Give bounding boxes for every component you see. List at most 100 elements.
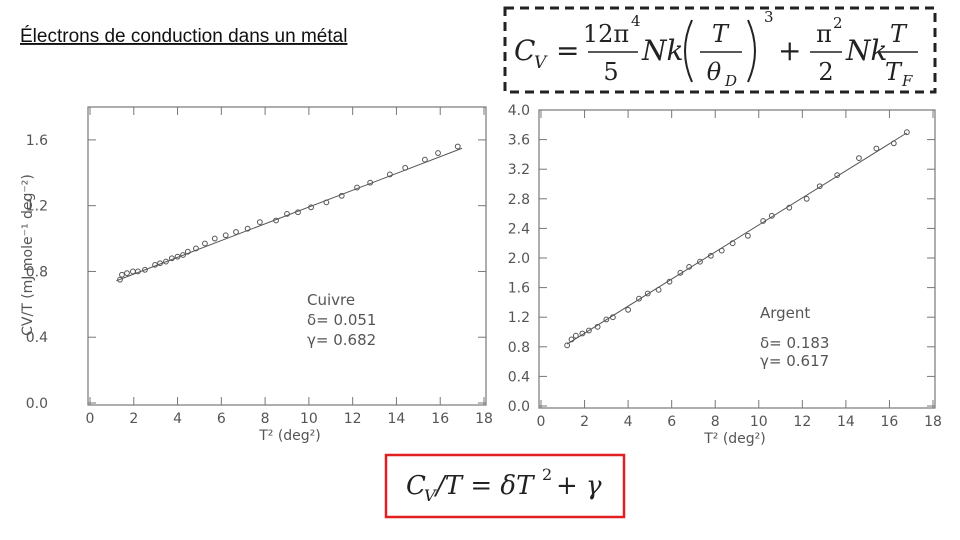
- data-point: [244, 225, 251, 232]
- y-tick-label: 0.8: [26, 264, 48, 280]
- formula-top: C V = 12π 4 5 Nk T θ D 3 + π 2 2 Nk T T …: [503, 6, 937, 94]
- formula-text: 5: [603, 58, 618, 86]
- data-point: [625, 306, 632, 313]
- data-point: [603, 316, 610, 323]
- data-point: [180, 252, 186, 258]
- data-point: [903, 129, 910, 136]
- formula-text: θ: [707, 58, 722, 86]
- data-point: [644, 290, 651, 297]
- data-point: [856, 155, 862, 162]
- x-axis-label: T² (deg²): [703, 431, 766, 447]
- formula-text: Nk: [641, 34, 683, 67]
- x-tick-label: 2: [129, 411, 138, 427]
- annotation: δ= 0.183: [760, 334, 829, 352]
- y-axis-label: CV/T (mJ mole⁻¹ deg⁻²): [20, 174, 36, 336]
- formula-text: C: [514, 34, 535, 67]
- paren: [747, 19, 756, 83]
- x-tick-label: 12: [793, 414, 811, 430]
- data-point: [422, 156, 428, 163]
- formula-text: 2: [542, 465, 552, 484]
- formula-frame: [384, 453, 626, 519]
- y-tick-label: 1.2: [26, 199, 48, 215]
- annotation: Cuivre: [307, 291, 355, 309]
- y-tick-label: 3.6: [508, 133, 530, 149]
- data-point: [803, 195, 810, 202]
- y-tick-label: 0.8: [508, 340, 530, 356]
- chart: 0.0 0.4 0.8 1.2 1.6 2.0 2.4 2.8 3.2 3.6 4.0 0 2 4 6 8 10…: [508, 103, 942, 447]
- annotation: γ= 0.617: [760, 352, 829, 370]
- data-point: [636, 295, 642, 302]
- slide-title: Électrons de conduction dans un métal: [20, 26, 347, 47]
- plot-frame: [87, 106, 487, 406]
- x-tick-label: 0: [86, 411, 95, 427]
- data-point: [184, 248, 191, 255]
- data-point: [119, 271, 125, 278]
- formula-text: + γ: [556, 471, 602, 501]
- formula-frame: [503, 6, 937, 94]
- y-tick-label: 1.2: [508, 310, 530, 326]
- data-point: [454, 143, 461, 150]
- y-tick-label: 0.0: [26, 396, 48, 412]
- y-tick-label: 4.0: [508, 103, 530, 119]
- x-tick-label: 6: [667, 414, 676, 430]
- annotation: Argent: [760, 304, 810, 322]
- x-tick-label: 16: [881, 414, 899, 430]
- formula-text: T: [890, 20, 908, 48]
- formula-text: +: [778, 34, 801, 67]
- data-point: [222, 232, 229, 239]
- y-tick-label: 2.4: [508, 221, 530, 237]
- plot-frame: [538, 109, 936, 409]
- data-point: [256, 219, 263, 226]
- formula-text: 3: [764, 8, 774, 26]
- data-point: [202, 240, 208, 247]
- x-tick-label: 14: [388, 411, 406, 427]
- data-point: [163, 258, 169, 265]
- data-point: [386, 171, 393, 178]
- paren: [684, 19, 693, 83]
- x-tick-label: 4: [624, 414, 633, 430]
- y-tick-label: 1.6: [508, 281, 530, 297]
- x-tick-label: 10: [300, 411, 318, 427]
- data-point: [677, 269, 684, 276]
- x-tick-label: 10: [750, 414, 768, 430]
- x-tick-label: 18: [924, 414, 942, 430]
- data-point: [211, 235, 218, 242]
- formula-text: T: [885, 58, 903, 86]
- formula-bottom: C V /T = δT 2 + γ: [384, 453, 626, 519]
- x-tick-label: 6: [217, 411, 226, 427]
- y-tick-label: 0.4: [26, 330, 48, 346]
- data-point: [130, 268, 136, 275]
- data-point: [564, 342, 571, 349]
- formula-text: =: [556, 34, 579, 67]
- formula-text: V: [534, 53, 548, 73]
- y-tick-label: 0.0: [508, 399, 530, 415]
- annotation: γ= 0.682: [307, 331, 376, 349]
- data-point: [873, 145, 880, 152]
- x-tick-label: 14: [837, 414, 855, 430]
- x-tick-label: 8: [261, 411, 270, 427]
- data-point: [744, 232, 751, 239]
- x-tick-label: 2: [580, 414, 589, 430]
- formula-text: 2: [833, 14, 843, 32]
- x-tick-label: 12: [344, 411, 362, 427]
- fit-line: [116, 147, 463, 282]
- formula-text: 12π: [583, 20, 629, 48]
- data-point: [435, 150, 441, 156]
- data-point: [117, 276, 123, 283]
- data-point: [697, 258, 703, 265]
- formula-text: 2: [818, 58, 833, 86]
- fit-line: [566, 132, 908, 345]
- x-axis-label: T² (deg²): [258, 428, 321, 444]
- data-point: [124, 270, 130, 276]
- formula-text: D: [724, 72, 737, 90]
- formula-text: T: [712, 20, 730, 48]
- data-point: [586, 327, 592, 334]
- data-point: [233, 229, 239, 235]
- formula-text: π: [816, 20, 832, 48]
- data-point: [142, 266, 148, 273]
- x-tick-label: 4: [173, 411, 182, 427]
- data-point: [284, 210, 290, 217]
- data-point: [816, 183, 823, 190]
